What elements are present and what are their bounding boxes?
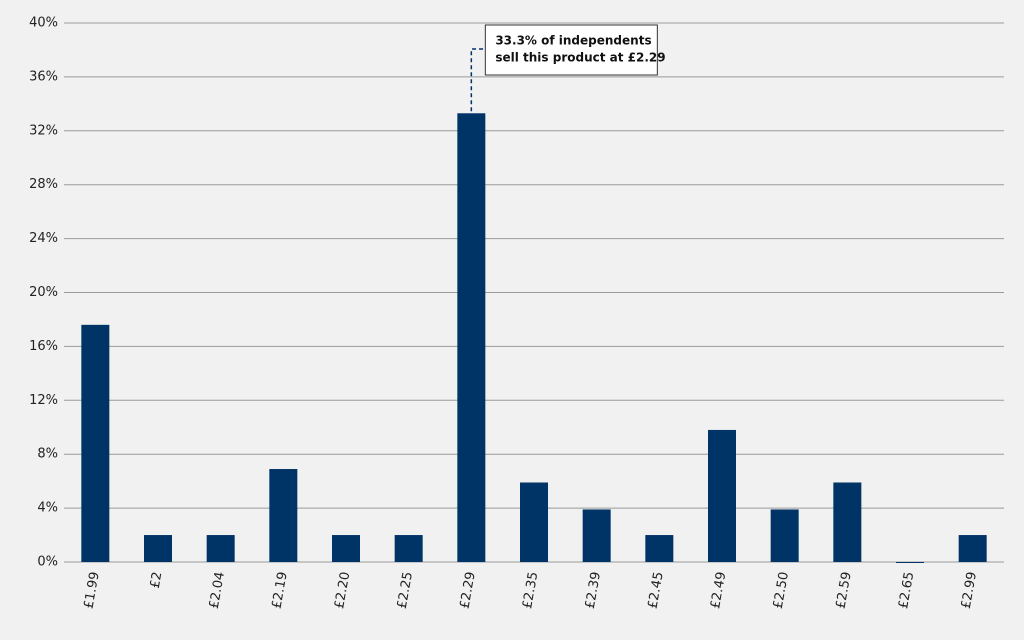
- bar: [958, 535, 987, 562]
- annotation-text: 33.3% of independents: [495, 34, 651, 48]
- bar: [645, 535, 674, 562]
- bar: [332, 535, 360, 562]
- y-tick-label: 36%: [29, 69, 58, 84]
- x-tick-label: £2.35: [520, 571, 541, 610]
- y-tick-label: 4%: [37, 501, 58, 516]
- bar: [144, 535, 172, 562]
- bar: [206, 535, 235, 562]
- x-tick-label: £2: [148, 571, 166, 590]
- y-tick-label: 28%: [29, 177, 58, 192]
- annotation-box: [484, 24, 658, 76]
- annotation-leader: [470, 48, 486, 112]
- bar: [520, 482, 548, 562]
- x-tick-label: £2.50: [771, 571, 792, 610]
- y-tick-label: 8%: [37, 447, 58, 462]
- x-tick-label: £2.99: [959, 571, 980, 610]
- y-tick-label: 40%: [29, 16, 58, 31]
- bar: [833, 482, 862, 562]
- bar: [394, 535, 423, 562]
- x-tick-label: £1.99: [81, 571, 102, 610]
- x-tick-label: £2.25: [395, 571, 416, 610]
- bar: [582, 509, 611, 562]
- x-tick-label: £2.20: [332, 571, 353, 610]
- y-tick-label: 0%: [37, 555, 58, 570]
- x-tick-label: £2.29: [457, 571, 478, 610]
- x-tick-label: £2.04: [207, 571, 228, 610]
- x-tick-label: £2.45: [645, 571, 666, 610]
- bar: [269, 469, 298, 562]
- annotation-text: sell this product at £2.29: [495, 51, 665, 65]
- y-tick-label: 24%: [29, 231, 58, 246]
- x-tick-label: £2.39: [583, 571, 604, 610]
- bar: [896, 562, 924, 563]
- y-tick-label: 12%: [29, 393, 58, 408]
- bar: [457, 113, 486, 562]
- bar: [81, 324, 110, 562]
- y-tick-label: 16%: [29, 339, 58, 354]
- x-tick-label: £2.65: [896, 571, 917, 610]
- y-tick-label: 20%: [29, 285, 58, 300]
- bar: [708, 429, 736, 562]
- x-tick-label: £2.19: [269, 571, 290, 610]
- y-tick-label: 32%: [29, 123, 58, 138]
- x-tick-label: £2.59: [833, 571, 854, 610]
- bar: [770, 509, 799, 562]
- x-tick-label: £2.49: [708, 571, 729, 610]
